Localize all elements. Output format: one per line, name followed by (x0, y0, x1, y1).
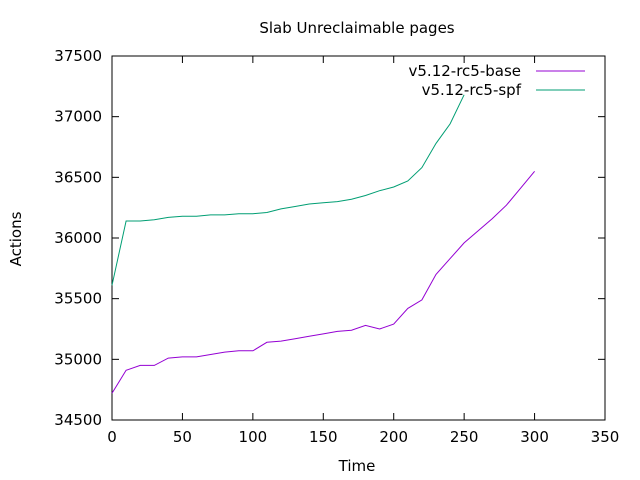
x-tick-label: 0 (107, 428, 117, 446)
x-axis-label: Time (338, 457, 376, 475)
y-tick-label: 37500 (54, 47, 102, 65)
x-tick-label: 150 (309, 428, 338, 446)
y-axis-label: Actions (7, 211, 25, 266)
y-tick-label: 35000 (54, 350, 102, 368)
plot-frame (111, 55, 606, 421)
y-tick-label: 35500 (54, 290, 102, 308)
x-tick-label: 250 (450, 428, 479, 446)
x-tick-label: 100 (239, 428, 268, 446)
x-tick-label: 50 (173, 428, 192, 446)
legend-label: v5.12-rc5-base (409, 62, 522, 80)
series-line-v5.12-rc5-base (111, 170, 535, 394)
x-axis-ticks: 0 50 100 150 200 250 300 350 (107, 56, 619, 446)
chart-title: Slab Unreclaimable pages (259, 19, 454, 37)
legend-label: v5.12-rc5-spf (422, 81, 522, 99)
y-tick-label: 36500 (54, 168, 102, 186)
y-axis-ticks: 34500 35000 35500 36000 36500 37000 37500 (54, 47, 605, 429)
y-tick-label: 36000 (54, 229, 102, 247)
y-tick-label: 37000 (54, 108, 102, 126)
x-tick-label: 300 (520, 428, 549, 446)
series-line-v5.12-rc5-spf (111, 94, 465, 286)
series-lines (111, 94, 535, 394)
x-tick-label: 350 (591, 428, 620, 446)
y-tick-label: 34500 (54, 411, 102, 429)
x-tick-label: 200 (379, 428, 408, 446)
